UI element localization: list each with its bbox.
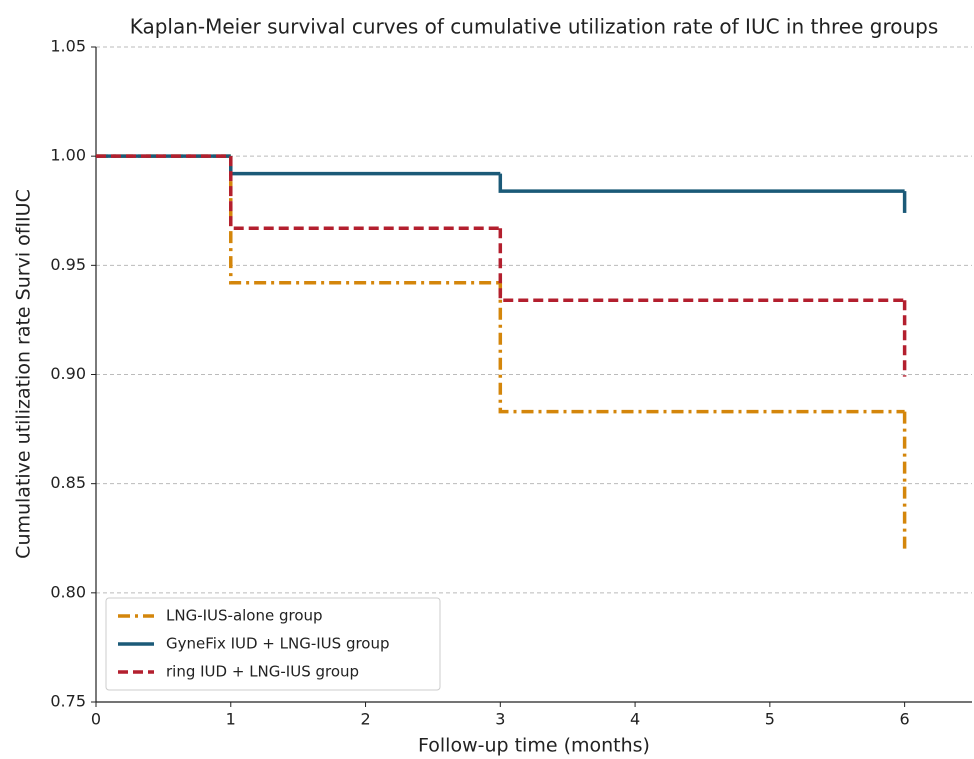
km-step xyxy=(229,156,501,230)
legend-label: LNG-IUS-alone group xyxy=(166,607,323,625)
x-tick-label: 1 xyxy=(226,710,236,729)
y-tick-label: 1.05 xyxy=(50,37,86,56)
x-tick-label: 6 xyxy=(900,710,910,729)
chart-title: Kaplan-Meier survival curves of cumulati… xyxy=(130,15,939,39)
km-step xyxy=(498,282,905,414)
km-step xyxy=(498,173,905,193)
x-tick-label: 0 xyxy=(91,710,101,729)
km-step xyxy=(498,228,905,303)
x-tick-label: 2 xyxy=(360,710,370,729)
legend-label: GyneFix IUD + LNG-IUS group xyxy=(166,635,390,653)
km-step xyxy=(229,156,501,285)
legend-label: ring IUD + LNG-IUS group xyxy=(166,663,359,681)
legend-box xyxy=(105,597,441,691)
km-step xyxy=(229,156,501,176)
x-tick-label: 5 xyxy=(765,710,775,729)
y-axis-label: Cumulative utilization rate Survi ofIIUC xyxy=(13,189,35,559)
y-tick-label: 1.00 xyxy=(50,146,86,165)
y-tick-label: 0.75 xyxy=(50,692,86,711)
x-axis-label: Follow-up time (months) xyxy=(418,735,650,757)
y-tick-label: 0.95 xyxy=(50,255,86,274)
y-tick-label: 0.80 xyxy=(50,582,86,601)
x-tick-label: 3 xyxy=(495,710,505,729)
y-tick-label: 0.85 xyxy=(50,473,86,492)
x-tick-label: 4 xyxy=(630,710,640,729)
y-tick-label: 0.90 xyxy=(50,364,86,383)
